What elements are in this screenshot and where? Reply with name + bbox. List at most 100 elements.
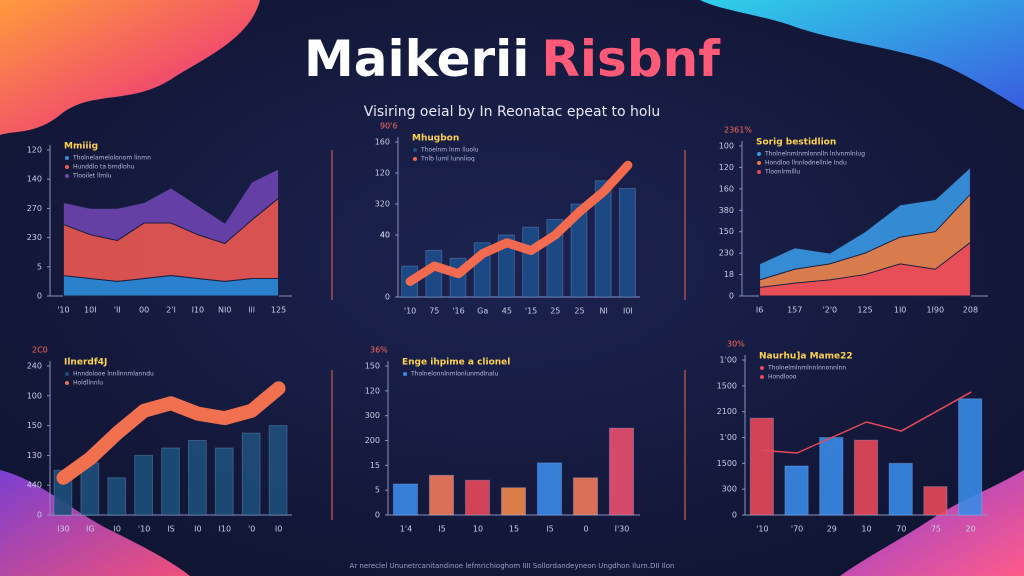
- decor-blob: [0, 470, 190, 576]
- legend-swatch: [757, 152, 761, 156]
- legend-label: Hondlooo: [768, 374, 797, 381]
- x-tick-label: 70: [896, 525, 906, 534]
- x-tick-label: '0: [248, 525, 255, 534]
- y-tick-label: 120: [27, 146, 42, 155]
- y-tick-label: 300: [722, 485, 737, 494]
- x-tick-label: 15: [509, 525, 519, 534]
- legend-swatch: [65, 156, 69, 160]
- y-tick-label: 0: [375, 511, 380, 520]
- legend-swatch: [65, 174, 69, 178]
- legend-label: Hondloo llnnlodnellnle lndu: [765, 160, 847, 167]
- line: [405, 160, 633, 286]
- x-tick-label: 'II: [114, 306, 121, 315]
- y-tick-label: 150: [719, 227, 734, 236]
- x-tick-label: 1'4: [400, 525, 412, 534]
- y-tick-label: 5: [37, 262, 42, 271]
- bar: [572, 477, 599, 516]
- x-tick-label: '15: [525, 307, 537, 316]
- y-tick-label: 380: [719, 206, 734, 215]
- y-tick-label: 18: [724, 270, 734, 279]
- x-tick-label: 2'I: [166, 306, 176, 315]
- legend-label: Holdllnnlu: [73, 380, 103, 387]
- bar: [214, 447, 234, 516]
- x-tick-label: '16: [452, 307, 464, 316]
- x-tick-label: I0I: [623, 307, 633, 316]
- y-tick-label: 200: [365, 436, 380, 445]
- x-tick-label: lil: [248, 306, 255, 315]
- y-tick-label: 2100: [717, 407, 737, 416]
- x-tick-label: I10: [219, 525, 232, 534]
- legend-label: Tholnelonnlnmlonlunmdlnalu: [410, 371, 498, 378]
- legend-swatch: [403, 372, 407, 376]
- x-tick-label: 10: [473, 525, 483, 534]
- y-tick-label: 1'00: [720, 356, 737, 365]
- x-tick-label: I30: [57, 525, 70, 534]
- y-tick-label: 320: [375, 200, 390, 209]
- x-tick-label: I5: [438, 525, 445, 534]
- y-tick-label: 230: [719, 249, 734, 258]
- legend-label: Tlooilet llmlu: [72, 173, 112, 180]
- x-tick-label: NI0: [218, 306, 231, 315]
- y-tick-label: 130: [27, 451, 42, 460]
- y-tick-label: 160: [375, 138, 390, 147]
- bar: [107, 477, 127, 516]
- y-tick-label: 15: [370, 461, 380, 470]
- x-tick-label: 25: [550, 307, 560, 316]
- legend-label: Tholnelamelolonom linmn: [72, 155, 151, 162]
- bar: [784, 465, 809, 516]
- bar: [819, 437, 844, 516]
- y-tick-label: 270: [27, 204, 42, 213]
- y-tick-label: 240: [27, 362, 42, 371]
- bar: [536, 462, 563, 516]
- x-tick-label: 10I: [84, 306, 97, 315]
- x-tick-label: '70: [791, 525, 803, 534]
- x-tick-label: 208: [963, 306, 978, 315]
- bar: [594, 180, 612, 298]
- x-tick-label: Ga: [477, 307, 488, 316]
- legend-swatch: [757, 161, 761, 165]
- y-tick-label: 0: [729, 292, 734, 301]
- y-tick-label: 0: [385, 293, 390, 302]
- x-tick-label: '10: [404, 307, 416, 316]
- bar: [570, 203, 588, 298]
- legend-label: Thoelnm lnm lluolu: [420, 147, 479, 154]
- x-tick-label: I5: [546, 525, 553, 534]
- y-tick-label: 1500: [717, 459, 737, 468]
- y-tick-label: 140: [27, 175, 42, 184]
- title-part: Risbnf: [541, 30, 721, 88]
- bar: [853, 439, 879, 516]
- x-tick-label: 20: [966, 525, 976, 534]
- y-tick-label: 440: [27, 481, 42, 490]
- title-part: Maikerii: [304, 30, 529, 88]
- x-tick-label: I6: [756, 306, 763, 315]
- bar: [268, 425, 288, 516]
- x-tick-label: I'30: [615, 525, 630, 534]
- legend-label: Hunddlo ta bmdlohu: [73, 164, 135, 171]
- y-tick-label: 160: [719, 184, 734, 193]
- y-tick-label: 40: [380, 231, 390, 240]
- bar: [500, 487, 527, 516]
- y-tick-label: 1500: [717, 381, 737, 390]
- panel-title: Mmiiig: [64, 142, 98, 152]
- bar: [522, 226, 540, 298]
- y-tick-label: 230: [27, 233, 42, 242]
- bar: [923, 486, 948, 516]
- x-tick-label: I0: [275, 525, 282, 534]
- x-tick-label: 00: [139, 306, 149, 315]
- panel-note: 90'6: [380, 122, 397, 131]
- y-tick-label: 100: [719, 142, 734, 151]
- legend-swatch: [65, 372, 69, 376]
- x-tick-label: IG: [86, 525, 95, 534]
- y-tick-label: 0: [37, 292, 42, 301]
- legend-swatch: [757, 170, 761, 174]
- panel-note: 2C0: [32, 346, 48, 355]
- bar: [618, 188, 636, 298]
- y-tick-label: 1'00: [720, 433, 737, 442]
- x-tick-label: 125: [857, 306, 872, 315]
- area: [62, 168, 280, 245]
- x-tick-label: 25: [574, 307, 584, 316]
- panel-note: 2361%: [724, 126, 752, 135]
- legend-swatch: [760, 375, 764, 379]
- y-tick-label: 120: [365, 386, 380, 395]
